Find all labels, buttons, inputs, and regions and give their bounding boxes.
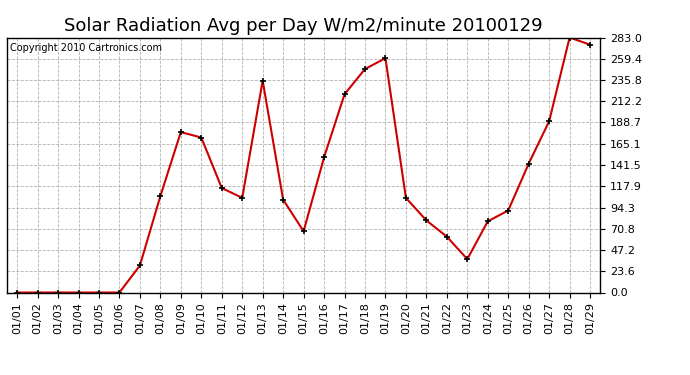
Title: Solar Radiation Avg per Day W/m2/minute 20100129: Solar Radiation Avg per Day W/m2/minute … [64,16,543,34]
Text: Copyright 2010 Cartronics.com: Copyright 2010 Cartronics.com [10,43,162,52]
